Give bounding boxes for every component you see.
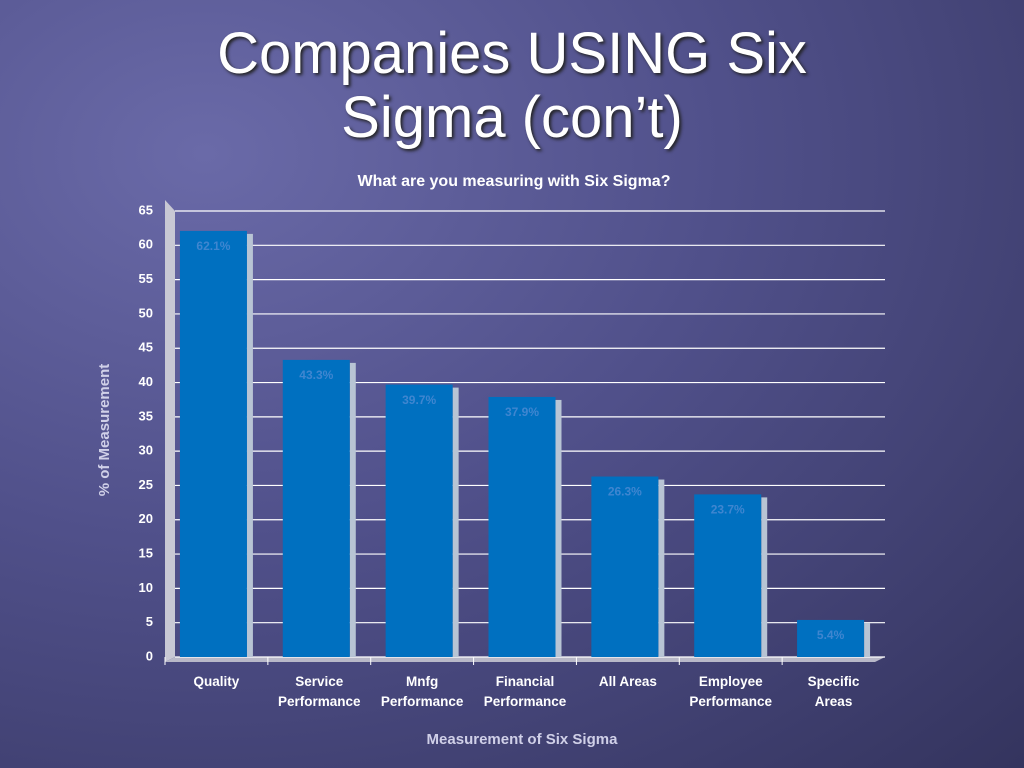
bar bbox=[797, 619, 865, 657]
bar-side bbox=[658, 479, 665, 657]
bar bbox=[385, 384, 453, 657]
chart-title: What are you measuring with Six Sigma? bbox=[358, 173, 671, 190]
x-axis-title: Measurement of Six Sigma bbox=[427, 731, 619, 748]
bar-side bbox=[452, 387, 459, 657]
bar bbox=[694, 494, 762, 657]
y-tick-label: 55 bbox=[139, 271, 153, 286]
y-tick-label: 10 bbox=[139, 580, 153, 595]
bar-side bbox=[246, 233, 253, 657]
slide-title: Companies USING Six Sigma (con’t) bbox=[217, 21, 807, 150]
y-tick-label: 50 bbox=[139, 305, 153, 320]
y-tick-label: 15 bbox=[139, 546, 153, 561]
value-label: 23.7% bbox=[711, 503, 745, 517]
value-label: 37.9% bbox=[505, 405, 539, 419]
bar bbox=[591, 476, 659, 657]
value-label: 62.1% bbox=[196, 239, 230, 253]
bar-side bbox=[349, 362, 356, 657]
bar-side bbox=[555, 399, 562, 657]
y-tick-label: 45 bbox=[139, 340, 153, 355]
x-tick-label: Employee Performance bbox=[689, 674, 772, 709]
x-tick-label: Financial Performance bbox=[483, 674, 567, 709]
y-tick-label: 0 bbox=[146, 648, 153, 663]
y-tick-label: 5 bbox=[146, 614, 153, 629]
x-tick-label: Service Performance bbox=[278, 674, 361, 709]
bar bbox=[179, 230, 247, 657]
bar bbox=[488, 396, 556, 657]
y-tick-label: 60 bbox=[139, 237, 153, 252]
bar bbox=[282, 359, 350, 657]
y-tick-label: 40 bbox=[139, 374, 153, 389]
y-tick-label: 20 bbox=[139, 511, 153, 526]
value-label: 39.7% bbox=[402, 393, 436, 407]
x-tick-label: Specific Areas bbox=[807, 674, 860, 709]
bar-side bbox=[761, 497, 768, 657]
y-tick-label: 65 bbox=[139, 202, 153, 217]
floor bbox=[165, 657, 885, 662]
value-label: 26.3% bbox=[608, 485, 642, 499]
y-axis-title: % of Measurement bbox=[96, 364, 113, 497]
y-tick-label: 25 bbox=[139, 477, 153, 492]
y-tick-label: 30 bbox=[139, 443, 153, 458]
bar-side bbox=[864, 622, 871, 657]
y-tick-label: 35 bbox=[139, 408, 153, 423]
x-tick-label: All Areas bbox=[598, 674, 657, 689]
x-tick-label: Quality bbox=[193, 674, 240, 689]
value-label: 5.4% bbox=[817, 628, 845, 642]
side-wall bbox=[165, 200, 175, 662]
value-label: 43.3% bbox=[299, 368, 333, 382]
x-tick-label: Mnfg Performance bbox=[380, 674, 464, 709]
